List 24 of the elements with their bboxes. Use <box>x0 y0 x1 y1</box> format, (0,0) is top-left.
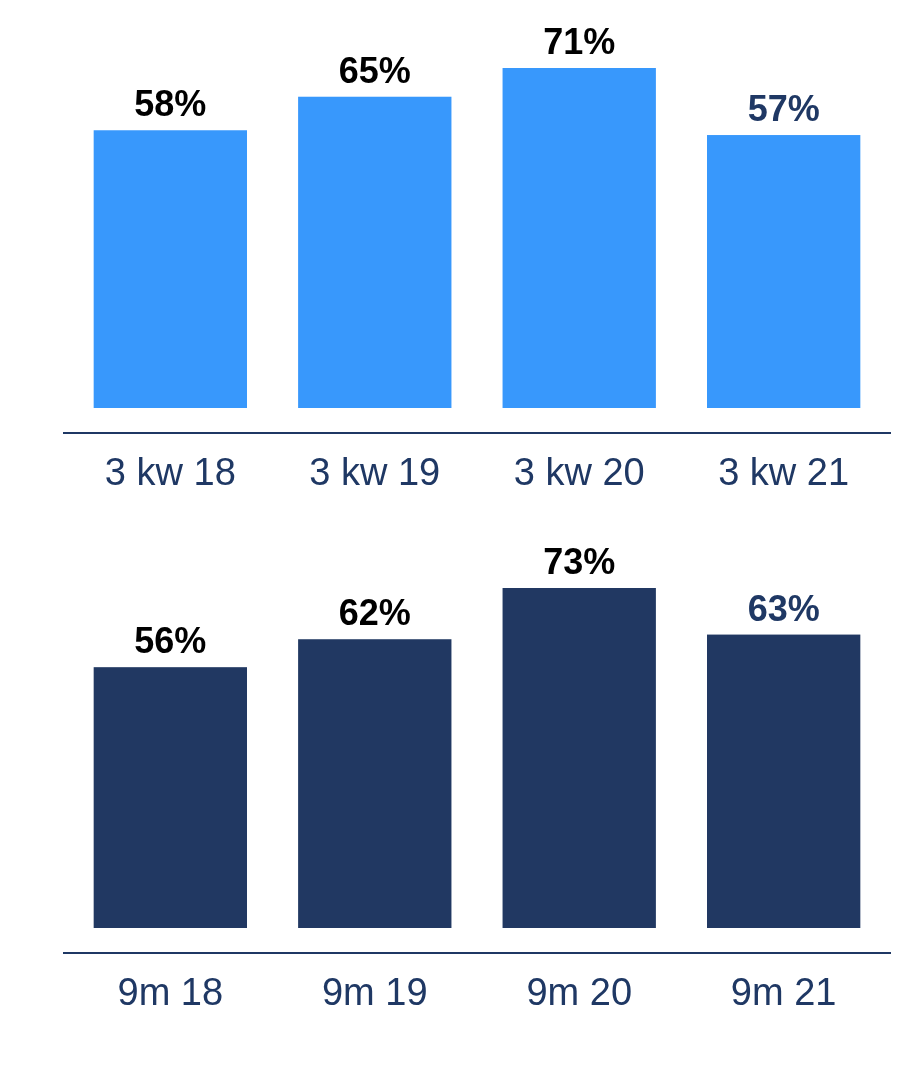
x-tick-label: 9m 18 <box>117 971 224 1013</box>
bar <box>502 588 656 928</box>
data-label: 71% <box>543 21 616 62</box>
bar <box>502 68 656 408</box>
bar <box>93 130 247 408</box>
data-label: 56% <box>134 620 207 662</box>
data-label: 58% <box>134 83 207 125</box>
bar <box>298 639 452 928</box>
data-label: 63% <box>747 587 820 629</box>
x-tick-label: 9m 20 <box>526 971 633 1013</box>
bar <box>707 135 861 408</box>
x-tick-label: 3 kw 20 <box>513 451 645 493</box>
x-tick-label: 9m 19 <box>321 971 428 1013</box>
data-label: 65% <box>338 49 411 91</box>
data-label: 57% <box>747 88 820 130</box>
bar <box>93 667 247 928</box>
x-tick-label: 3 kw 19 <box>309 451 441 493</box>
bar <box>707 634 861 928</box>
x-tick-label: 9m 21 <box>730 971 837 1013</box>
x-tick-label: 3 kw 18 <box>104 451 236 493</box>
data-label: 62% <box>338 592 411 634</box>
data-label: 73% <box>543 541 616 582</box>
bar <box>298 96 452 408</box>
x-tick-label: 3 kw 21 <box>718 451 850 493</box>
